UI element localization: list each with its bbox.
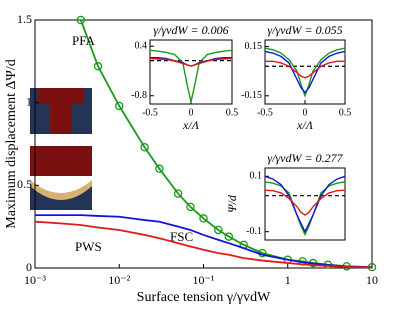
- y-tick-label: -0.15: [241, 90, 262, 101]
- series-line: [149, 57, 233, 67]
- series-line: [35, 214, 373, 269]
- x-axis-label: Surface tension γ/γvdW: [137, 290, 271, 305]
- marker: [199, 214, 208, 223]
- marker: [173, 189, 183, 198]
- inset-frame: [149, 39, 233, 105]
- inset-title: γ/γvdW = 0.055: [267, 23, 342, 37]
- marker: [155, 164, 164, 174]
- marker: [93, 62, 103, 71]
- series-label: FSC: [170, 229, 193, 244]
- series-line: [264, 50, 346, 94]
- marker: [76, 15, 86, 25]
- x-tick-label: -0.5: [257, 107, 273, 118]
- marker: [214, 225, 223, 235]
- y-tick-label: -0.1: [246, 226, 262, 237]
- x-tick-label: 1: [285, 273, 291, 287]
- image-block: [30, 184, 92, 210]
- x-tick-label: 0.5: [226, 107, 239, 118]
- inset-frame: [264, 167, 346, 241]
- y-tick-label: 1: [26, 94, 32, 108]
- image-shape: [38, 88, 84, 134]
- marker: [186, 202, 195, 212]
- x-tick-label: -0.5: [142, 107, 158, 118]
- x-tick-label: 0: [303, 107, 308, 118]
- inset-x-label: x/Λ: [182, 118, 200, 132]
- image-block: [30, 146, 92, 176]
- image-shape: [30, 180, 92, 200]
- y-tick-label: 1.5: [17, 12, 32, 26]
- y-tick-label: -0.8: [131, 90, 147, 101]
- inset-y-label: Ψ/d: [225, 194, 239, 213]
- structure-images: [30, 88, 92, 210]
- y-tick-label: 0.4: [135, 40, 148, 51]
- y-tick-label: 0: [26, 260, 32, 274]
- inset-title: γ/γvdW = 0.006: [153, 23, 228, 37]
- series-line: [264, 181, 346, 237]
- series-label: PWS: [75, 239, 102, 254]
- x-tick-label: 10⁻²: [108, 273, 130, 287]
- marker: [140, 143, 149, 152]
- series-label: PFA: [72, 33, 95, 48]
- y-tick-label: 0.5: [17, 177, 32, 191]
- x-tick-label: 10⁻³: [24, 273, 46, 287]
- inset-x-label: x/Λ: [296, 118, 314, 132]
- y-tick-label: 0.1: [250, 171, 263, 182]
- inset-title: γ/γvdW = 0.277: [267, 151, 343, 165]
- x-tick-label: 0.5: [339, 107, 352, 118]
- series-line: [149, 49, 233, 103]
- y-tick-label: 0.15: [245, 41, 263, 52]
- marker: [224, 232, 234, 241]
- series-line: [34, 220, 373, 269]
- x-tick-label: 10: [366, 273, 378, 287]
- x-tick-label: 0: [189, 107, 194, 118]
- series-line: [265, 60, 345, 79]
- series-line: [264, 189, 346, 216]
- x-tick-label: 10⁻¹: [193, 273, 215, 287]
- series-line: [264, 175, 346, 234]
- series-line: [264, 47, 346, 98]
- marker: [115, 101, 124, 111]
- y-axis-label: Maximum displacement ΔΨ/d: [4, 59, 19, 228]
